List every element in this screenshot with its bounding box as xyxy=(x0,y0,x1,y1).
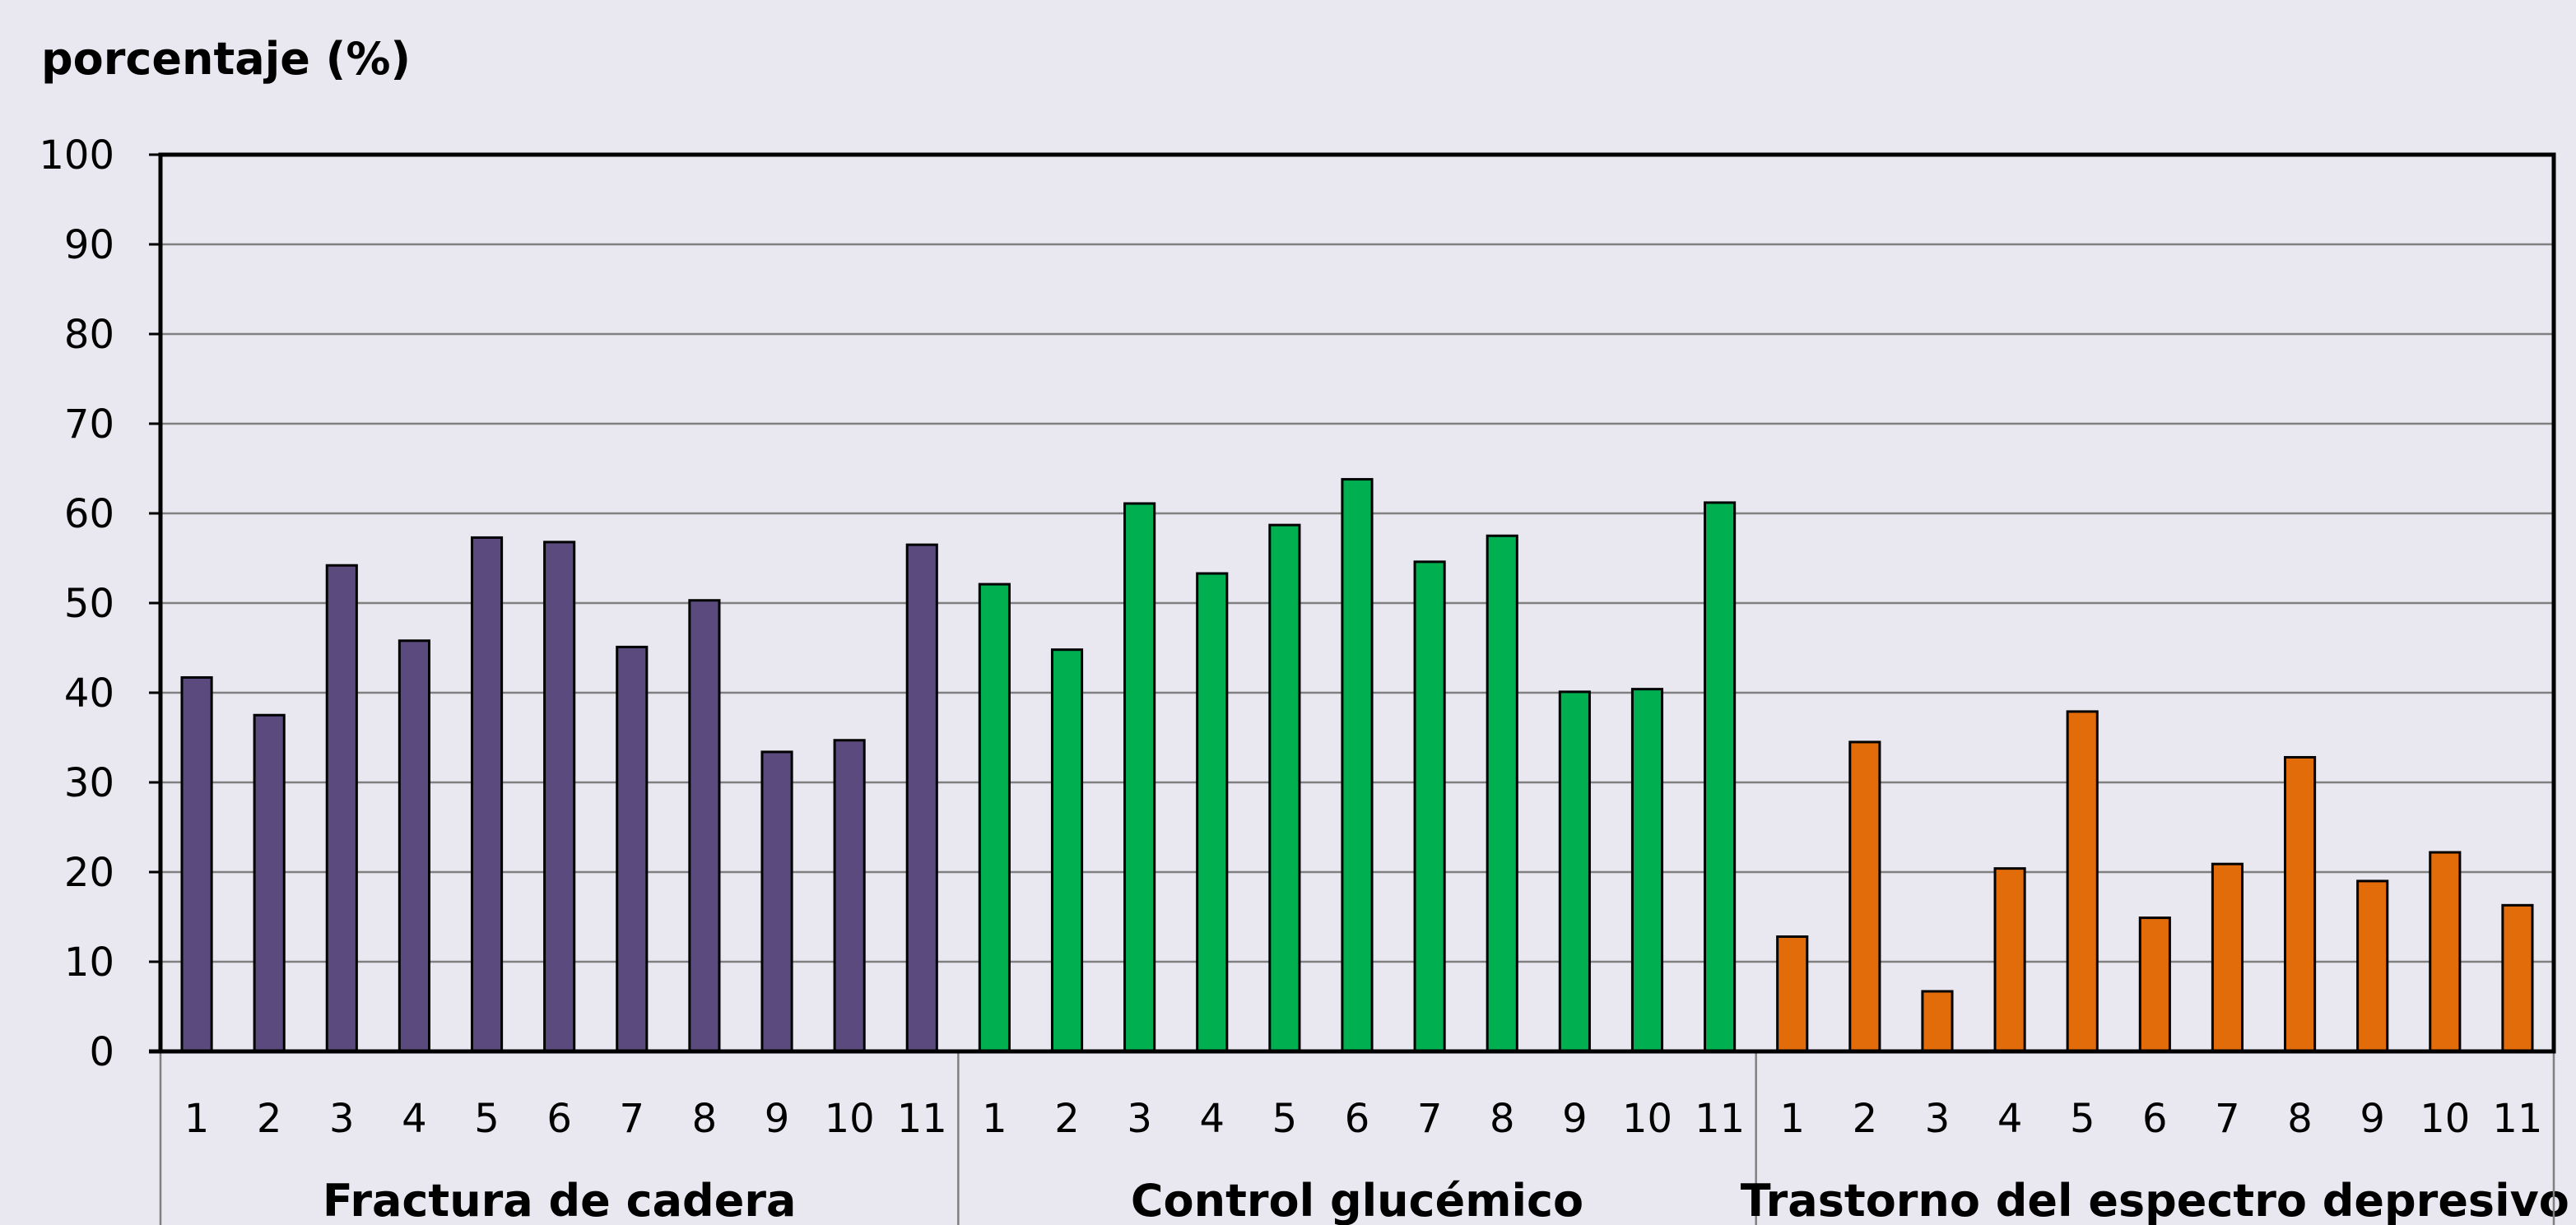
bar xyxy=(398,639,430,1053)
x-tick-label: 5 xyxy=(1272,1096,1298,1142)
bar xyxy=(1630,688,1664,1053)
x-tick-label: 9 xyxy=(2360,1096,2385,1142)
bar xyxy=(253,713,286,1053)
x-tick-label: 10 xyxy=(1622,1096,1672,1142)
bar xyxy=(1268,523,1301,1053)
y-tick-label: 10 xyxy=(64,940,114,986)
x-tick-label: 3 xyxy=(1127,1096,1152,1142)
x-tick-label: 7 xyxy=(1417,1096,1443,1142)
bar xyxy=(1050,648,1084,1053)
bar xyxy=(1776,935,1809,1053)
y-axis: 0 10 20 30 40 50 60 70 80 90 100 xyxy=(39,132,160,1075)
y-tick-label: 0 xyxy=(89,1029,114,1075)
bar xyxy=(1558,690,1591,1053)
x-tick-label: 6 xyxy=(546,1096,572,1142)
bar xyxy=(833,739,866,1053)
bars xyxy=(180,478,2534,1053)
y-tick-label: 50 xyxy=(64,581,114,627)
x-tick-label: 9 xyxy=(1562,1096,1588,1142)
y-axis-title: porcentaje (%) xyxy=(41,33,411,85)
bar xyxy=(1123,502,1156,1053)
x-tick-label: 5 xyxy=(474,1096,500,1142)
x-tick-label: 4 xyxy=(402,1096,427,1142)
y-tick-label: 80 xyxy=(64,312,114,358)
x-tick-label: 3 xyxy=(329,1096,355,1142)
x-tick-label: 2 xyxy=(257,1096,282,1142)
bar xyxy=(760,750,793,1053)
x-tick-label: 11 xyxy=(1695,1096,1745,1142)
bar xyxy=(1341,478,1374,1053)
x-tick-label: 3 xyxy=(1925,1096,1951,1142)
bar xyxy=(2429,851,2462,1053)
group-label: Fractura de cadera xyxy=(323,1175,797,1225)
bar xyxy=(978,582,1011,1053)
group-label: Control glucémico xyxy=(1131,1175,1583,1225)
x-tick-label: 8 xyxy=(1490,1096,1515,1142)
bar xyxy=(2211,862,2244,1053)
x-tick-label: 2 xyxy=(1054,1096,1080,1142)
bar xyxy=(2284,755,2317,1053)
bar xyxy=(1413,560,1446,1053)
x-tick-label: 1 xyxy=(184,1096,210,1142)
y-tick-label: 100 xyxy=(39,132,114,179)
bar xyxy=(180,675,213,1053)
y-tick-label: 40 xyxy=(64,671,114,717)
x-tick-label: 5 xyxy=(2070,1096,2095,1142)
x-tick-label: 11 xyxy=(897,1096,947,1142)
bar xyxy=(1993,867,2026,1053)
bar xyxy=(1704,501,1737,1053)
y-tick-label: 70 xyxy=(64,401,114,448)
x-tick-label: 7 xyxy=(2215,1096,2240,1142)
x-tick-label: 10 xyxy=(825,1096,875,1142)
x-tick-label: 6 xyxy=(2142,1096,2168,1142)
y-tick-label: 60 xyxy=(64,491,114,537)
bar xyxy=(616,645,649,1053)
bar xyxy=(1486,534,1518,1053)
x-tick-label: 1 xyxy=(982,1096,1007,1142)
x-tick-label: 8 xyxy=(692,1096,718,1142)
bar xyxy=(1848,740,1881,1053)
x-tick-label: 7 xyxy=(620,1096,645,1142)
x-tick-label: 1 xyxy=(1779,1096,1805,1142)
y-tick-label: 30 xyxy=(64,760,114,806)
bar xyxy=(2066,710,2099,1053)
x-tick-label: 11 xyxy=(2492,1096,2542,1142)
bar xyxy=(905,543,938,1053)
x-tick-label: 4 xyxy=(1199,1096,1225,1142)
bar xyxy=(470,536,504,1053)
x-tick-label: 4 xyxy=(1997,1096,2023,1142)
x-tick-label: 2 xyxy=(1853,1096,1878,1142)
bar xyxy=(2138,916,2171,1053)
group-label: Trastorno del espectro depresivo xyxy=(1741,1175,2569,1225)
bar xyxy=(688,599,721,1053)
bar xyxy=(2501,903,2534,1053)
plot-frame xyxy=(158,152,2556,1054)
bar xyxy=(1921,990,1954,1053)
x-tick-label: 9 xyxy=(765,1096,790,1142)
bar xyxy=(1196,572,1229,1053)
y-tick-label: 90 xyxy=(64,222,114,268)
x-tick-label: 10 xyxy=(2420,1096,2470,1142)
y-tick-label: 20 xyxy=(64,850,114,896)
x-tick-label: 6 xyxy=(1345,1096,1370,1142)
bar xyxy=(2356,879,2389,1053)
x-tick-label: 8 xyxy=(2287,1096,2313,1142)
bar xyxy=(325,564,358,1053)
bar xyxy=(543,541,576,1053)
